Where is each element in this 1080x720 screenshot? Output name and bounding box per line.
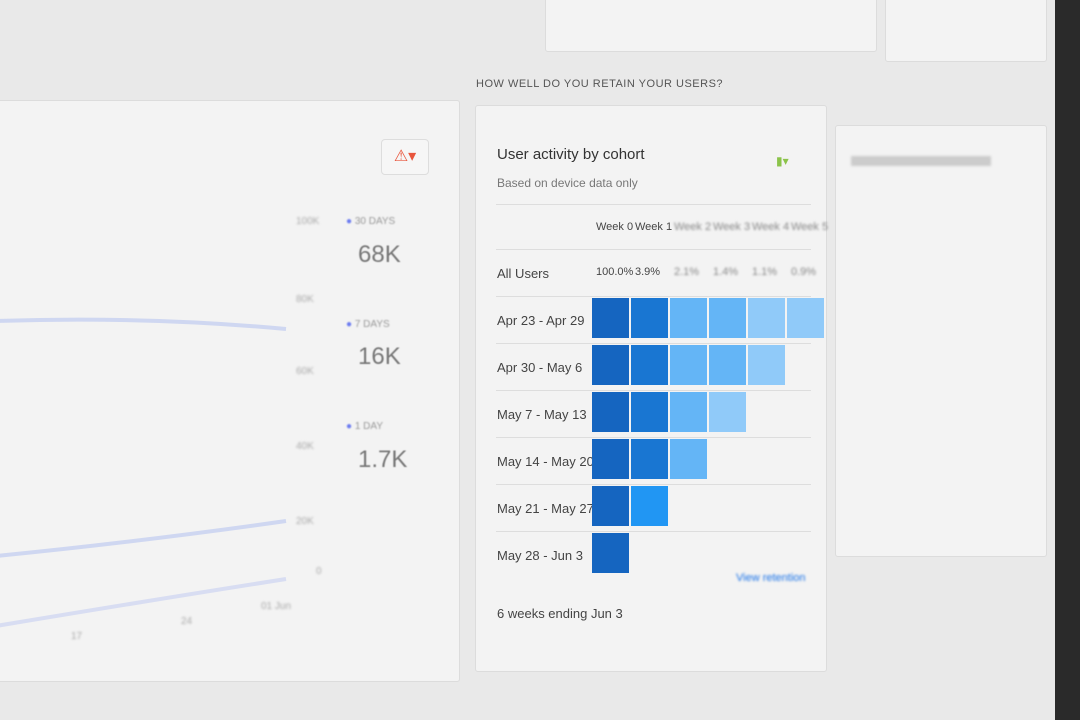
week-header: Week 2 — [674, 221, 712, 233]
cohort-row-label: Apr 23 - Apr 29 — [497, 313, 585, 328]
cohort-row-label: Apr 30 - May 6 — [497, 360, 583, 375]
cohort-cell[interactable] — [592, 486, 629, 526]
divider — [496, 296, 811, 297]
divider — [496, 484, 811, 485]
cohort-row-label: May 21 - May 27 — [497, 501, 594, 516]
all-users-value: 3.9% — [635, 266, 661, 278]
card-subtitle: Based on device data only — [497, 176, 638, 190]
x-tick: 17 — [71, 631, 83, 642]
value-7-days: 16K — [358, 343, 401, 370]
cohort-cell[interactable] — [670, 392, 707, 432]
divider — [496, 204, 811, 205]
cohort-cell[interactable] — [631, 345, 668, 385]
cohort-cell[interactable] — [748, 298, 785, 338]
value-1-day: 1.7K — [358, 446, 408, 473]
y-tick: 40K — [296, 441, 314, 452]
week-header: Week 3 — [713, 221, 751, 233]
legend-30-days: ● 30 DAYS — [346, 216, 396, 227]
all-users-value: 0.9% — [791, 266, 817, 278]
active-users-chart — [0, 317, 287, 628]
cohort-cell[interactable] — [592, 392, 629, 432]
all-users-label: All Users — [497, 266, 550, 281]
divider — [496, 343, 811, 344]
divider — [496, 390, 811, 391]
divider — [496, 437, 811, 438]
week-header: Week 4 — [752, 221, 790, 233]
divider — [496, 249, 811, 250]
divider — [496, 531, 811, 532]
week-header: Week 5 — [791, 221, 829, 233]
y-tick: 60K — [296, 366, 314, 377]
side-card — [835, 125, 1047, 557]
placeholder-text — [851, 156, 991, 166]
cohort-cell[interactable] — [592, 298, 629, 338]
top-card-right — [885, 0, 1047, 62]
y-tick: 0 — [316, 566, 322, 577]
cohort-cell[interactable] — [748, 345, 785, 385]
cohort-row-label: May 28 - Jun 3 — [497, 548, 583, 563]
value-30-days: 68K — [358, 241, 401, 268]
top-card — [545, 0, 877, 52]
line-1-day — [0, 577, 287, 628]
section-heading: HOW WELL DO YOU RETAIN YOUR USERS? — [476, 78, 724, 90]
week-header: Week 1 — [635, 221, 673, 233]
cohort-cell[interactable] — [592, 439, 629, 479]
card-title: User activity by cohort — [497, 146, 645, 163]
line-7-days — [0, 519, 287, 558]
x-tick: 24 — [181, 616, 193, 627]
cohort-cell[interactable] — [670, 439, 707, 479]
cohort-cell[interactable] — [670, 298, 707, 338]
cohort-card: User activity by cohort Based on device … — [475, 105, 829, 672]
device-icon[interactable]: ▮▾ — [776, 154, 789, 168]
cohort-row-label: May 7 - May 13 — [497, 407, 587, 422]
view-retention-link[interactable]: View retention — [736, 572, 806, 584]
legend-7-days: ● 7 DAYS — [346, 319, 390, 330]
y-tick: 80K — [296, 294, 314, 305]
cohort-cell[interactable] — [592, 345, 629, 385]
cohort-row-label: May 14 - May 20 — [497, 454, 594, 469]
all-users-value: 100.0% — [596, 266, 634, 278]
all-users-value: 1.1% — [752, 266, 778, 278]
cohort-cell[interactable] — [709, 298, 746, 338]
cohort-cell[interactable] — [709, 392, 746, 432]
all-users-value: 2.1% — [674, 266, 700, 278]
cohort-cell[interactable] — [631, 486, 668, 526]
y-tick: 100K — [296, 216, 320, 227]
cohort-cell[interactable] — [709, 345, 746, 385]
line-30-days — [0, 317, 287, 331]
active-users-card: ⚠▾ 100K 80K 60K 40K 20K 0 ● 30 DAYS 68K … — [0, 100, 460, 682]
cohort-cell[interactable] — [631, 439, 668, 479]
footer-text: 6 weeks ending Jun 3 — [497, 606, 623, 621]
cohort-cell[interactable] — [670, 345, 707, 385]
all-users-value: 1.4% — [713, 266, 739, 278]
x-tick: 01 Jun — [261, 601, 292, 612]
cohort-cell[interactable] — [631, 392, 668, 432]
screen: ⚠▾ 100K 80K 60K 40K 20K 0 ● 30 DAYS 68K … — [0, 0, 1055, 720]
cohort-cell[interactable] — [787, 298, 824, 338]
warning-icon[interactable]: ⚠▾ — [381, 139, 429, 175]
y-tick: 20K — [296, 516, 314, 527]
legend-1-day: ● 1 DAY — [346, 421, 383, 432]
cohort-cell[interactable] — [592, 533, 629, 573]
cohort-cell[interactable] — [631, 298, 668, 338]
week-header: Week 0 — [596, 221, 634, 233]
